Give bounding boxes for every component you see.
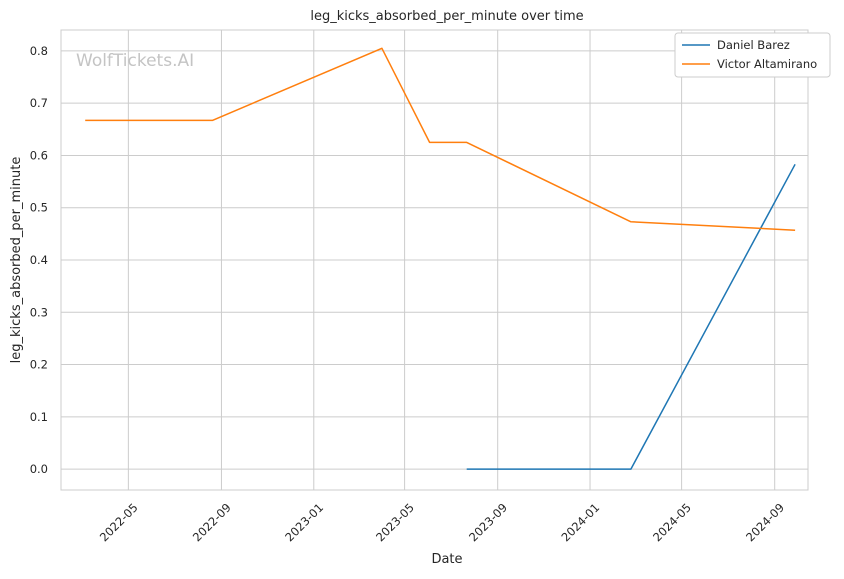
y-tick-label: 0.7 (30, 96, 48, 110)
x-axis-label: Date (431, 552, 462, 567)
y-axis-label: leg_kicks_absorbed_per_minute (9, 157, 24, 364)
legend-label-victor-altamirano: Victor Altamirano (717, 57, 817, 71)
y-tick-label: 0.2 (30, 358, 48, 372)
legend-box (674, 32, 831, 78)
y-tick-label: 0.3 (30, 305, 48, 319)
chart-title: leg_kicks_absorbed_per_minute over time (310, 9, 583, 24)
legend-label-daniel-barez: Daniel Barez (717, 38, 790, 52)
legend: Daniel Barez Victor Altamirano (674, 32, 831, 78)
watermark-text: WolfTickets.AI (76, 51, 194, 71)
plot-frame (60, 29, 809, 491)
series-line-daniel-barez (466, 163, 796, 470)
y-tick-label: 0.1 (30, 410, 48, 424)
y-tick-labels: 0.0 0.1 0.2 0.3 0.4 0.5 0.6 0.7 0.8 (30, 44, 48, 476)
series-layer (85, 47, 796, 470)
y-tick-label: 0.4 (30, 253, 48, 267)
y-tick-label: 0.5 (30, 201, 48, 215)
y-tick-label: 0.0 (30, 462, 48, 476)
grid (61, 30, 808, 490)
series-line-victor-altamirano (85, 47, 796, 231)
y-tick-label: 0.6 (30, 148, 48, 162)
y-tick-label: 0.8 (30, 44, 48, 58)
